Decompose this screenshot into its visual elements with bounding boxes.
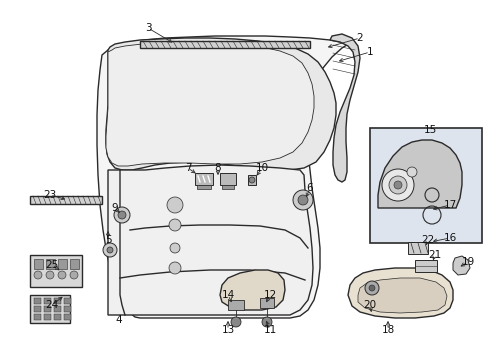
Text: 21: 21: [428, 250, 441, 260]
Circle shape: [169, 219, 181, 231]
Circle shape: [114, 207, 130, 223]
Bar: [220, 173, 236, 185]
Bar: [408, 242, 428, 254]
Text: 11: 11: [264, 325, 277, 335]
Text: 25: 25: [46, 260, 59, 270]
Bar: [54, 298, 61, 304]
Text: 12: 12: [264, 290, 277, 300]
Bar: [415, 260, 437, 272]
Bar: [30, 295, 70, 323]
Polygon shape: [358, 278, 447, 313]
Text: 5: 5: [105, 235, 111, 245]
Bar: [54, 314, 61, 320]
Circle shape: [293, 190, 313, 210]
Text: 18: 18: [381, 325, 394, 335]
Circle shape: [107, 247, 113, 253]
Polygon shape: [378, 140, 462, 208]
Circle shape: [394, 181, 402, 189]
Text: 20: 20: [364, 300, 376, 310]
Bar: [64, 298, 71, 304]
Circle shape: [70, 271, 78, 279]
Circle shape: [118, 211, 126, 219]
Circle shape: [249, 177, 255, 183]
Text: 9: 9: [112, 203, 118, 213]
Polygon shape: [453, 256, 470, 275]
Text: 22: 22: [421, 235, 435, 245]
Circle shape: [389, 176, 407, 194]
Text: 19: 19: [462, 257, 475, 267]
Circle shape: [407, 167, 417, 177]
Circle shape: [167, 197, 183, 213]
Polygon shape: [97, 36, 350, 318]
Polygon shape: [348, 268, 453, 318]
Circle shape: [231, 317, 241, 327]
Polygon shape: [106, 38, 336, 170]
Bar: [44, 298, 51, 304]
Bar: [34, 298, 41, 304]
Text: 2: 2: [357, 33, 363, 43]
Bar: [34, 259, 43, 269]
Bar: [64, 306, 71, 312]
Circle shape: [262, 317, 272, 327]
Bar: [34, 306, 41, 312]
Circle shape: [365, 281, 379, 295]
Bar: [54, 306, 61, 312]
Bar: [34, 314, 41, 320]
Bar: [197, 185, 211, 189]
Bar: [44, 306, 51, 312]
Bar: [228, 300, 244, 310]
Polygon shape: [106, 43, 314, 166]
Circle shape: [169, 262, 181, 274]
Text: 4: 4: [116, 315, 122, 325]
Bar: [370, 128, 482, 243]
Bar: [222, 185, 234, 189]
Bar: [30, 196, 102, 204]
Bar: [46, 259, 55, 269]
Bar: [64, 314, 71, 320]
Bar: [140, 41, 310, 48]
Text: 6: 6: [307, 183, 313, 193]
Text: 8: 8: [215, 163, 221, 173]
Polygon shape: [108, 165, 313, 315]
Text: 16: 16: [443, 233, 457, 243]
Circle shape: [369, 285, 375, 291]
Text: 24: 24: [46, 300, 59, 310]
Text: 14: 14: [221, 290, 235, 300]
Text: 13: 13: [221, 325, 235, 335]
Text: 3: 3: [145, 23, 151, 33]
Polygon shape: [220, 270, 285, 310]
Circle shape: [34, 271, 42, 279]
Circle shape: [170, 243, 180, 253]
Circle shape: [58, 271, 66, 279]
Text: 17: 17: [443, 200, 457, 210]
Bar: [44, 314, 51, 320]
Text: 10: 10: [255, 163, 269, 173]
Circle shape: [46, 271, 54, 279]
Bar: [248, 175, 256, 185]
Polygon shape: [330, 34, 360, 182]
Bar: [30, 255, 82, 287]
Text: 7: 7: [185, 163, 191, 173]
Circle shape: [103, 243, 117, 257]
Text: 1: 1: [367, 47, 373, 57]
Text: 23: 23: [44, 190, 57, 200]
Circle shape: [298, 195, 308, 205]
Bar: [70, 259, 79, 269]
Bar: [58, 259, 67, 269]
Text: 15: 15: [423, 125, 437, 135]
Circle shape: [382, 169, 414, 201]
Bar: [195, 173, 213, 185]
Bar: [260, 298, 274, 308]
